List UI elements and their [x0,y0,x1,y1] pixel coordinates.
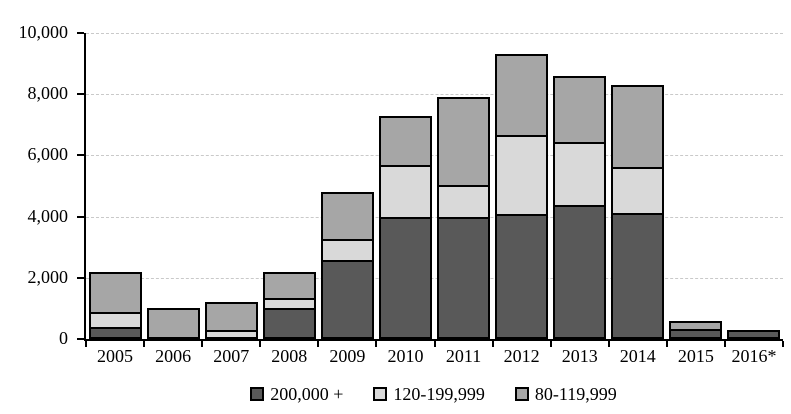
x-axis-label: 2010 [387,346,424,366]
gridline [86,33,783,34]
bar-segment-80-119,999 [613,87,663,168]
bar-segment-120-199,999 [322,238,372,260]
bar-segment-80-119,999 [439,99,489,185]
y-axis-label: 4,000 [27,205,69,226]
x-axis-label: 2008 [271,346,308,366]
gridline [86,216,783,218]
bar-segment-200,000 + [555,204,605,337]
bar-segment-80-119,999 [148,310,198,337]
y-axis-tick [77,93,84,96]
legend-item: 120-199,999 [373,383,485,405]
y-axis-tick [77,276,84,279]
y-axis-tick [77,338,84,340]
x-axis-tick [317,341,320,347]
x-axis-tick [201,341,204,347]
x-axis-tick [607,341,610,347]
bar-segment-200,000 + [90,326,140,337]
bar-segment-120-199,999 [264,298,314,309]
bar-segment-200,000 + [613,213,663,337]
bar-segment-80-119,999 [322,194,372,239]
bar-segment-200,000 + [671,329,721,337]
bar-2016* [727,330,781,339]
bar-segment-200,000 + [729,332,779,337]
bar-segment-120-199,999 [613,167,663,214]
bar-segment-120-199,999 [206,329,256,337]
x-axis-tick [723,341,726,347]
bar-segment-80-119,999 [380,118,430,166]
bar-2005 [88,272,142,339]
y-axis-label: 6,000 [27,144,69,165]
legend-label: 200,000 + [270,384,344,404]
legend-swatch [373,387,388,401]
x-axis-tick [259,341,262,347]
plot-area [84,33,783,341]
bar-segment-200,000 + [380,217,430,337]
x-axis-label: 2013 [561,346,598,366]
legend-swatch [514,387,529,401]
gridline [86,277,783,279]
legend-item: 80-119,999 [514,383,617,405]
y-axis-label: 10,000 [18,22,69,42]
bar-2014 [611,85,665,339]
x-axis-label: 2012 [503,346,540,366]
y-axis-label: 2,000 [27,266,69,287]
x-axis-label: 2009 [329,346,366,366]
x-axis-label: 2016* [731,346,777,366]
legend-label: 120-199,999 [393,384,485,404]
x-axis-tick [433,341,436,347]
bar-2013 [553,76,607,339]
bar-segment-80-119,999 [206,304,256,330]
legend-label: 80-119,999 [534,384,617,404]
x-axis-label: 2007 [213,346,250,366]
bar-segment-200,000 + [439,216,489,338]
bar-2015 [669,321,723,339]
bar-segment-120-199,999 [90,311,140,327]
bar-2006 [146,308,200,339]
legend: 200,000 + 120-199,999 80-119,999 [84,381,783,407]
bar-2012 [495,54,549,339]
x-axis-tick [375,341,378,347]
x-axis-tick [85,341,87,347]
x-axis-tick [491,341,494,347]
y-axis-label: 8,000 [27,83,69,104]
bar-2011 [437,97,491,339]
gridline [86,155,783,157]
bar-segment-120-199,999 [439,184,489,217]
bar-2008 [262,272,316,339]
y-axis-tick [77,32,84,34]
bar-2010 [378,116,432,339]
bar-segment-120-199,999 [380,165,430,218]
y-axis-tick [77,154,84,157]
legend-swatch [250,387,265,401]
x-axis-tick [665,341,668,347]
bar-2009 [320,192,374,339]
legend-item: 200,000 + [250,383,343,405]
x-axis-label: 2011 [445,346,482,366]
bar-segment-80-119,999 [555,78,605,142]
bar-segment-80-119,999 [671,323,721,329]
bar-segment-80-119,999 [497,56,547,135]
bar-segment-200,000 + [322,259,372,338]
gridline [86,94,783,96]
x-axis-label: 2014 [619,346,656,366]
bar-segment-80-119,999 [264,274,314,299]
x-axis-label: 2015 [677,346,714,366]
bar-segment-200,000 + [497,214,547,337]
bar-2007 [204,302,258,339]
x-axis-tick [549,341,552,347]
x-axis-tick [782,341,784,347]
x-axis-tick [143,341,146,347]
bar-segment-80-119,999 [90,274,140,312]
y-axis-label: 0 [59,328,68,348]
bar-segment-120-199,999 [555,141,605,205]
x-axis-label: 2006 [155,346,192,366]
x-axis-label: 2005 [97,346,134,366]
y-axis-tick [77,215,84,218]
bar-segment-120-199,999 [497,134,547,215]
bar-segment-200,000 + [264,308,314,337]
